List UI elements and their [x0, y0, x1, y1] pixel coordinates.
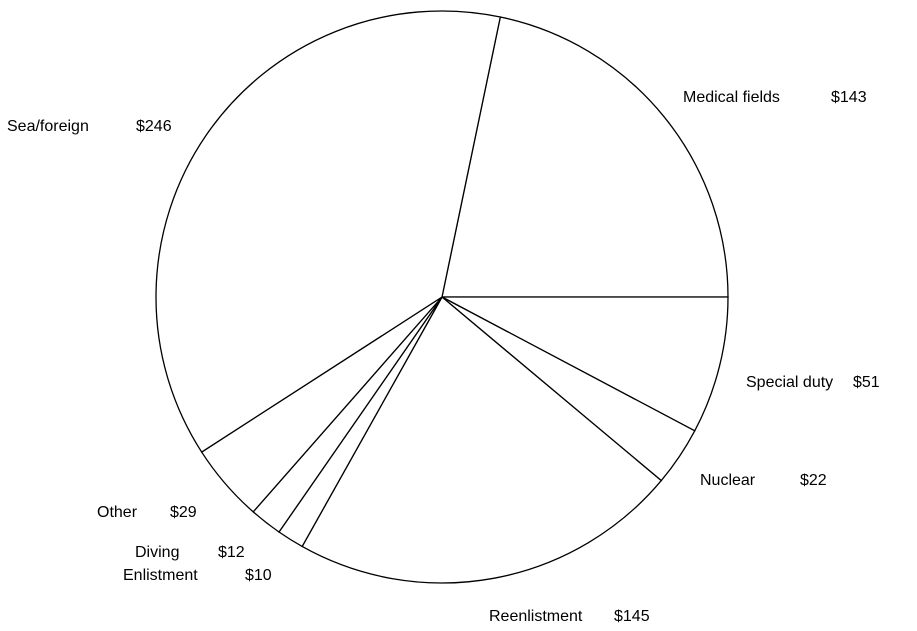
slice-value-label: $29 — [170, 504, 197, 521]
slice-value-label: $145 — [614, 608, 650, 625]
slice-label: Special duty — [746, 374, 833, 391]
slice-label: Enlistment — [123, 567, 198, 584]
slice-label: Sea/foreign — [7, 118, 89, 135]
slice-label: Diving — [135, 544, 179, 561]
slice-value-label: $246 — [136, 118, 172, 135]
pie-slice — [441, 296, 729, 432]
pie-slice — [155, 10, 502, 453]
slice-label: Other — [97, 504, 138, 521]
pie-slice — [441, 16, 729, 298]
slice-value-label: $12 — [218, 544, 245, 561]
pie-slice — [301, 295, 663, 584]
slice-label: Medical fields — [683, 89, 780, 106]
slice-value-label: $51 — [853, 374, 880, 391]
slice-label: Reenlistment — [489, 608, 583, 625]
slice-value-label: $10 — [245, 567, 272, 584]
slice-value-label: $143 — [831, 89, 867, 106]
slice-label: Nuclear — [700, 472, 756, 489]
slice-value-label: $22 — [800, 472, 827, 489]
